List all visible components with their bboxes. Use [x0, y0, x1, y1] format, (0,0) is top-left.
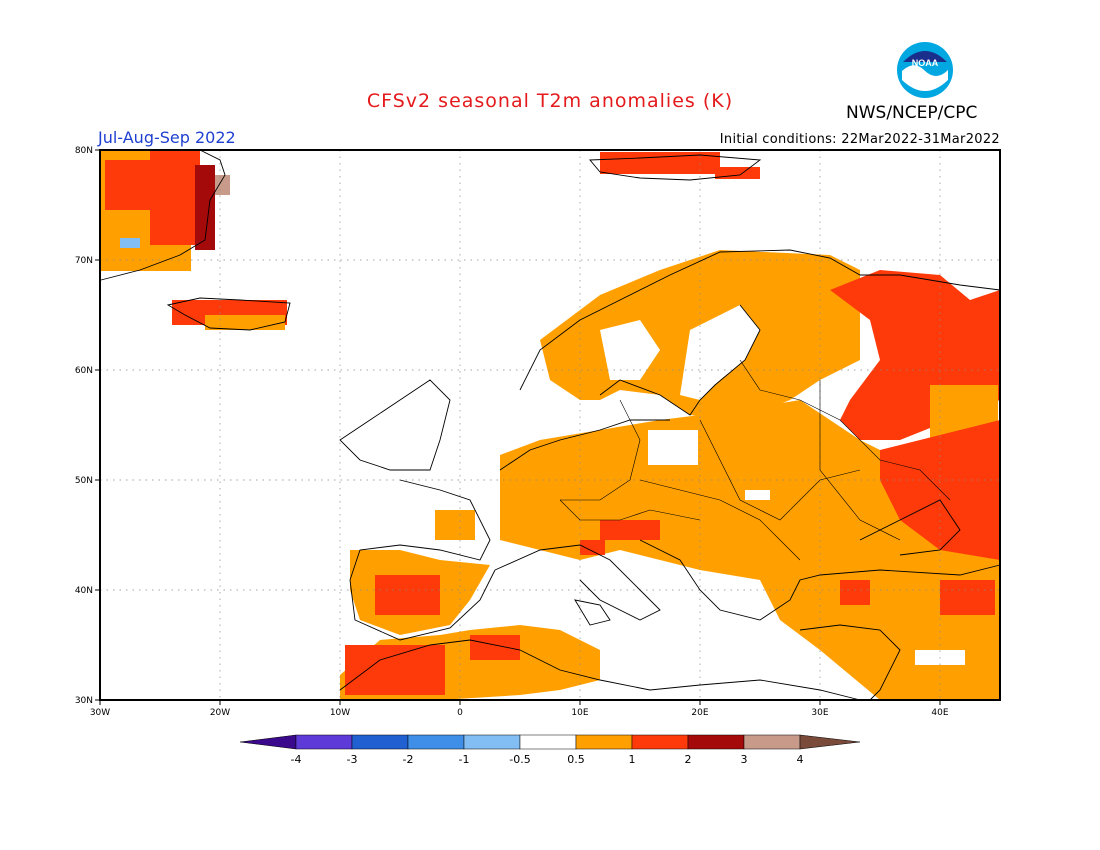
lon-label-0: 0	[457, 708, 463, 718]
initial-conditions: Initial conditions: 22Mar2022-31Mar2022	[719, 132, 1000, 147]
colorbar-label: -2	[403, 753, 414, 766]
axis-ticks	[95, 149, 941, 705]
colorbar-label: -4	[291, 753, 302, 766]
colorbar-cell-6	[575, 734, 633, 750]
lat-label-70n: 70N	[75, 256, 93, 266]
colorbar-cell-7	[631, 734, 689, 750]
lon-label-30e: 30E	[811, 708, 828, 718]
lat-labels: 80N 70N 60N 50N 40N 30N	[75, 146, 93, 706]
lat-label-50n: 50N	[75, 476, 93, 486]
lon-label-40e: 40E	[931, 708, 948, 718]
colorbar-label: 4	[797, 753, 804, 766]
lat-label-30n: 30N	[75, 696, 93, 706]
colorbar-cell-8	[687, 734, 745, 750]
lon-label-30w: 30W	[90, 708, 110, 718]
lon-label-10e: 10E	[571, 708, 588, 718]
colorbar-label: 3	[741, 753, 748, 766]
colorbar-cell-10	[799, 734, 861, 750]
lat-label-60n: 60N	[75, 366, 93, 376]
colorbar-cell-3	[407, 734, 465, 750]
map-frame	[99, 149, 1001, 701]
colorbar-label: -0.5	[509, 753, 530, 766]
country-borders	[559, 359, 951, 561]
colorbar-cell-4	[463, 734, 521, 750]
lat-label-40n: 40N	[75, 586, 93, 596]
lon-labels: 30W 20W 10W 0 10E 20E 30E 40E	[90, 708, 949, 718]
map-title: CFSv2 seasonal T2m anomalies (K)	[366, 90, 734, 112]
colorbar-label: 2	[685, 753, 692, 766]
logo-text: NOAA	[912, 58, 939, 68]
colorbar-label: -1	[459, 753, 470, 766]
noaa-logo-icon: NOAA	[897, 42, 953, 98]
forecast-period: Jul-Aug-Sep 2022	[98, 128, 236, 147]
colorbar-cell-5	[519, 734, 577, 750]
anomaly-fill	[101, 150, 1000, 700]
coastlines	[100, 149, 1001, 701]
colorbar-label: -3	[347, 753, 358, 766]
colorbar-label: 0.5	[567, 753, 585, 766]
colorbar-cell-2	[351, 734, 409, 750]
colorbar-cell-1	[295, 734, 353, 750]
lon-label-20w: 20W	[210, 708, 230, 718]
lon-label-10w: 10W	[330, 708, 350, 718]
colorbar-cell-9	[743, 734, 801, 750]
colorbar-label: 1	[629, 753, 636, 766]
agency-label: NWS/NCEP/CPC	[846, 103, 978, 123]
lat-lon-grid	[100, 150, 1000, 700]
colorbar: -4 -3 -2 -1 -0.5 0.5 1 2 3 4	[239, 734, 861, 766]
lat-label-80n: 80N	[75, 146, 93, 156]
lon-label-20e: 20E	[691, 708, 708, 718]
colorbar-cell-0	[239, 734, 297, 750]
